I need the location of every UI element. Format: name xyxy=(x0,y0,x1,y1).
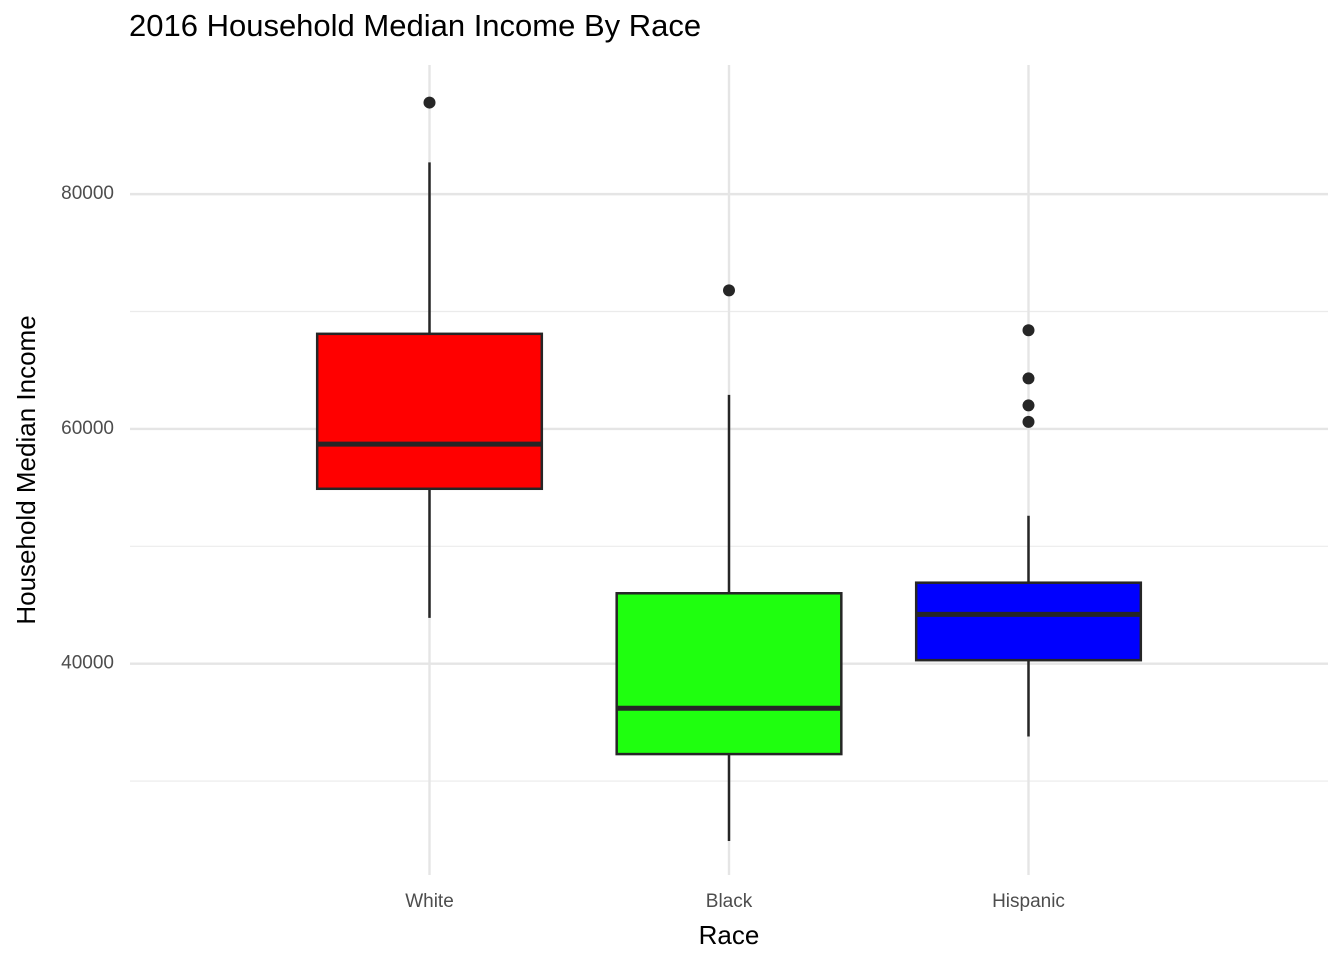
x-tick-label: Black xyxy=(706,891,753,912)
box xyxy=(315,332,544,491)
y-tick-label: 40000 xyxy=(61,653,114,674)
outlier xyxy=(1022,415,1035,428)
outlier xyxy=(1022,324,1035,337)
x-tick-label: Hispanic xyxy=(992,891,1065,912)
outlier xyxy=(423,96,436,109)
chart-title: 2016 Household Median Income By Race xyxy=(129,8,701,43)
y-tick-label: 80000 xyxy=(61,183,114,204)
outlier xyxy=(1022,372,1035,385)
x-tick-label: White xyxy=(405,891,454,912)
outlier xyxy=(723,284,735,297)
box xyxy=(914,581,1143,662)
x-axis-title: Race xyxy=(699,920,760,950)
y-axis-title: Household Median Income xyxy=(11,315,41,624)
box xyxy=(615,592,843,756)
outlier xyxy=(1022,399,1035,412)
y-tick-label: 60000 xyxy=(61,418,114,439)
